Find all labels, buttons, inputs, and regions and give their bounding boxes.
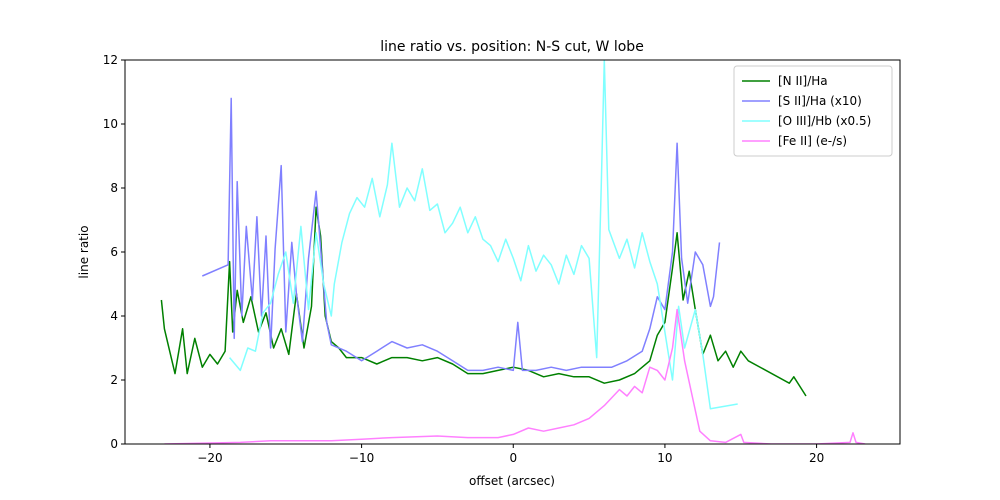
y-tick-label: 0 <box>110 437 118 451</box>
y-axis-label: line ratio <box>77 225 91 278</box>
y-tick-label: 4 <box>110 309 118 323</box>
legend-label: [N II]/Ha <box>778 74 828 88</box>
chart-title: line ratio vs. position: N-S cut, W lobe <box>380 39 644 55</box>
legend-label: [O III]/Hb (x0.5) <box>778 114 871 128</box>
plot-lines <box>160 60 866 444</box>
x-tick-label: 20 <box>809 451 824 465</box>
x-tick-label: 10 <box>657 451 672 465</box>
series-line <box>229 60 738 410</box>
y-tick-label: 2 <box>110 373 118 387</box>
y-tick-label: 8 <box>110 181 118 195</box>
x-axis-label: offset (arcsec) <box>469 474 555 488</box>
series-line <box>164 308 866 444</box>
plot-frame <box>124 59 901 445</box>
legend-box <box>733 65 893 157</box>
x-tick-label: −10 <box>349 451 374 465</box>
legend-label: [Fe II] (e-/s) <box>778 134 847 148</box>
y-tick-label: 10 <box>103 117 118 131</box>
x-tick-label: −20 <box>197 451 222 465</box>
y-tick-label: 12 <box>103 53 118 67</box>
x-tick-label: 0 <box>509 451 517 465</box>
y-tick-label: 6 <box>110 245 118 259</box>
series-line <box>160 206 807 397</box>
series-line <box>202 97 721 372</box>
legend-label: [S II]/Ha (x10) <box>778 94 862 108</box>
